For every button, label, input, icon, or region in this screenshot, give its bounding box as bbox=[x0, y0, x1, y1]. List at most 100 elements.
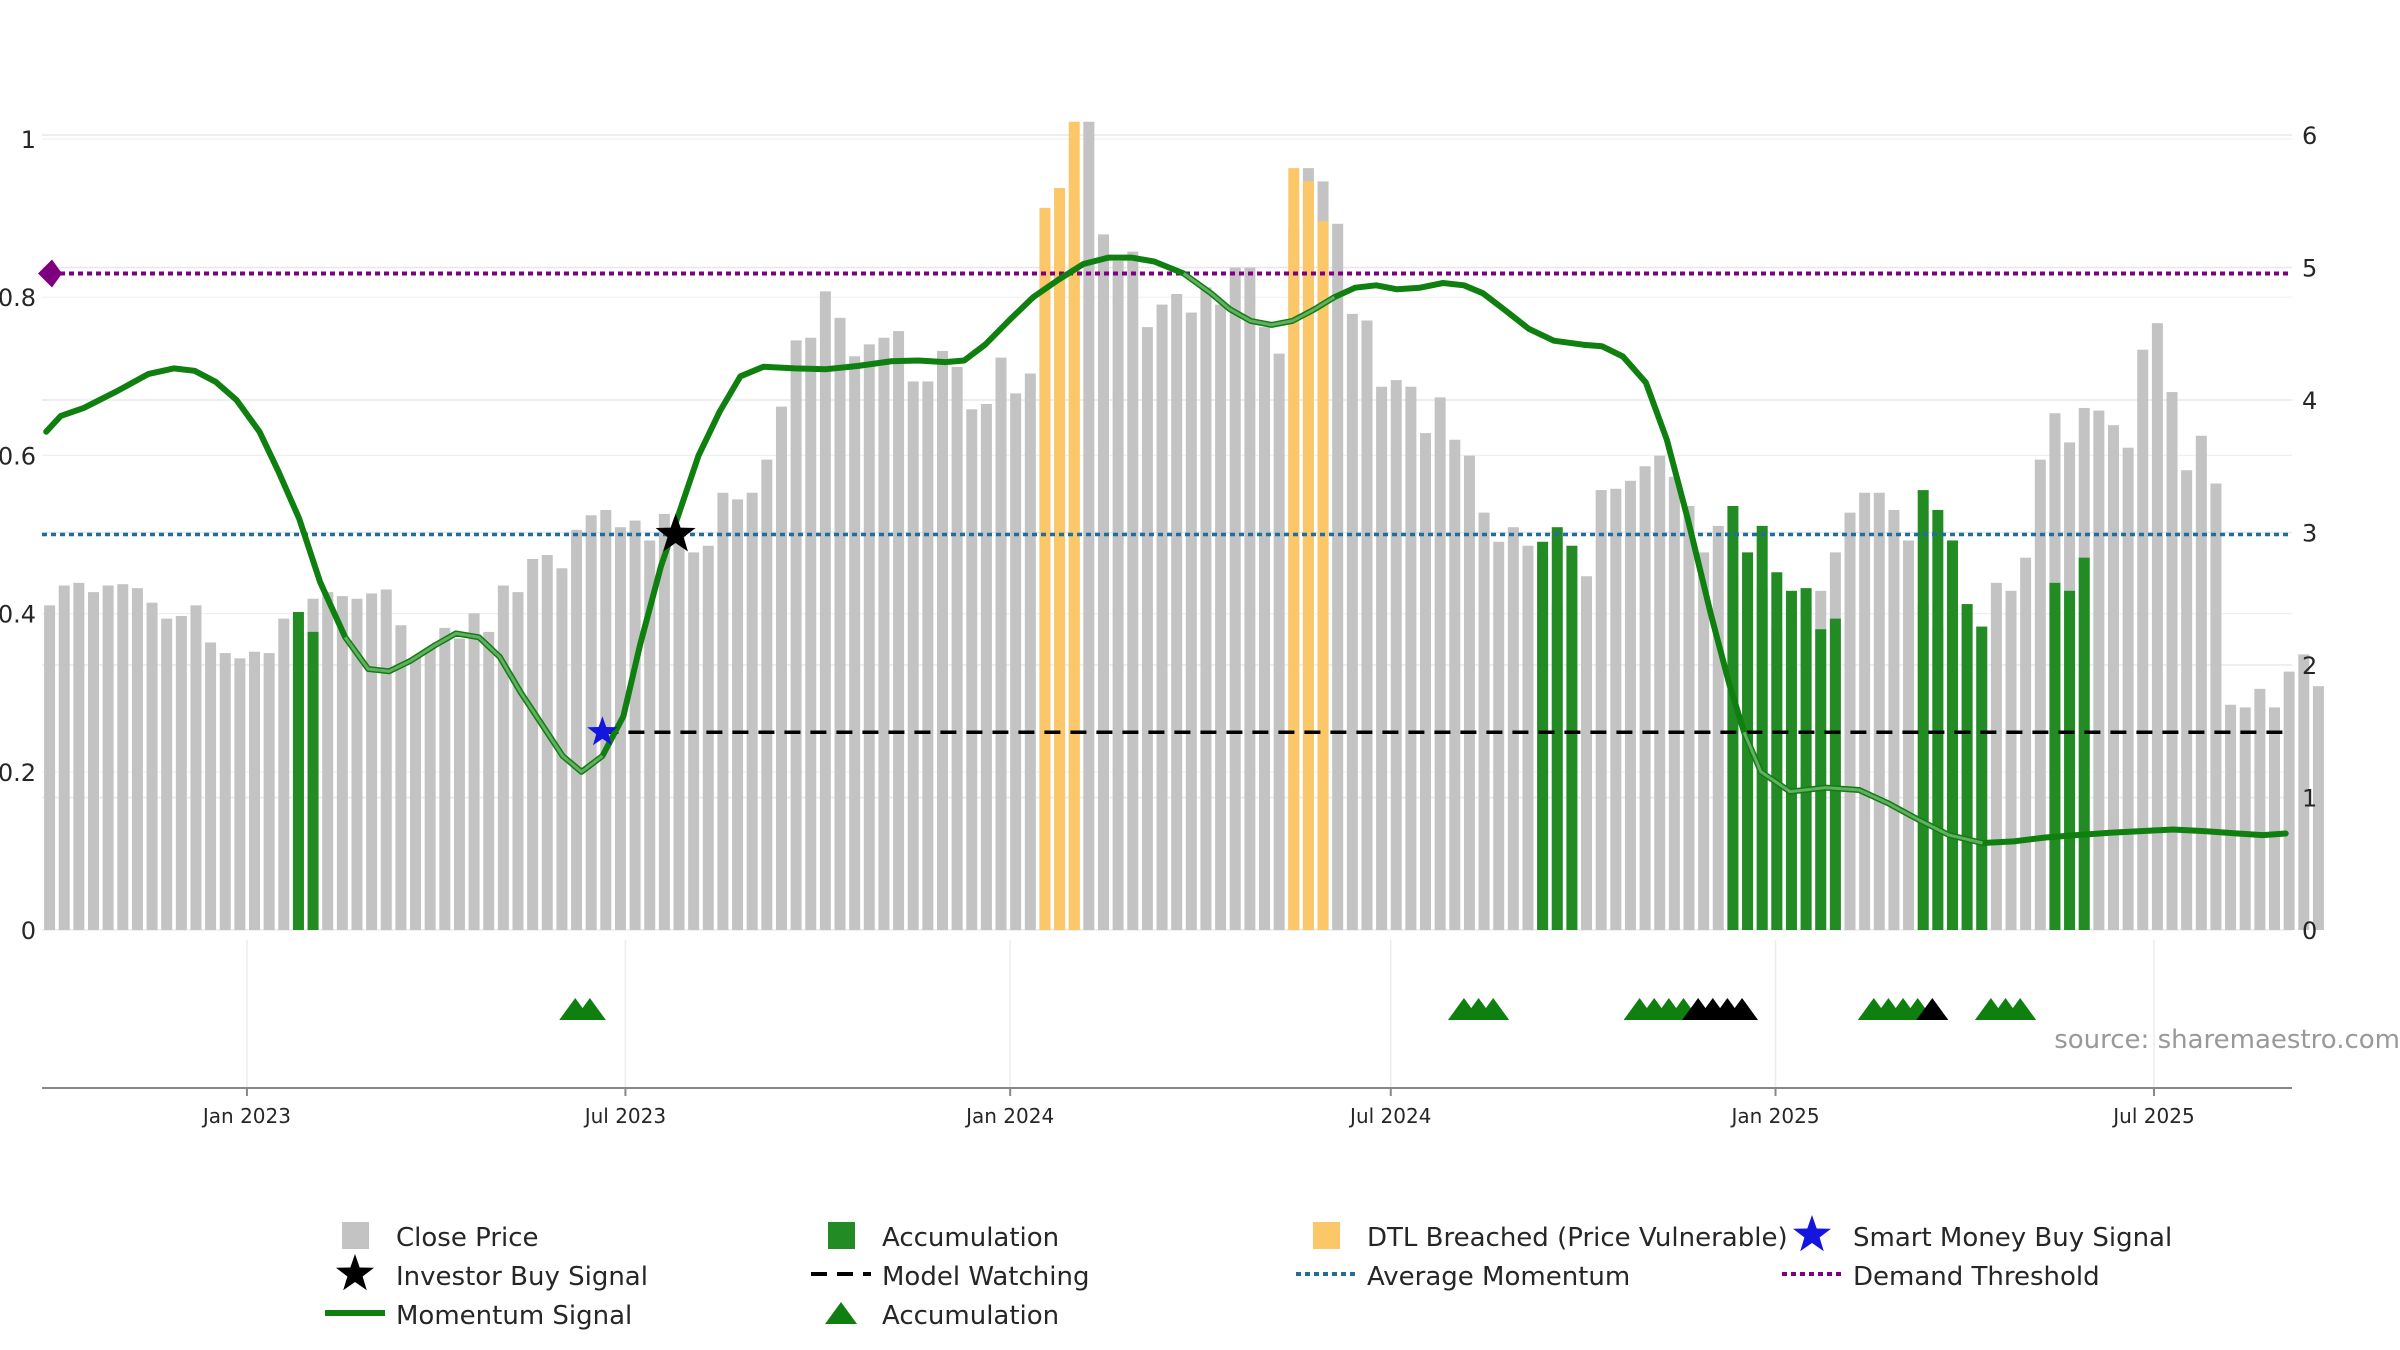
close-price-bar bbox=[1990, 582, 2002, 930]
legend-item-accum_bar: Accumulation bbox=[828, 1222, 1059, 1253]
close-price-bar bbox=[1346, 313, 1358, 930]
close-price-bar bbox=[2283, 671, 2295, 930]
close-price-bar bbox=[497, 585, 509, 930]
close-price-bar bbox=[2298, 654, 2310, 930]
left-tick-label: 0.4 bbox=[0, 601, 36, 629]
close-price-bar bbox=[1712, 525, 1724, 930]
close-price-bar bbox=[1200, 287, 1212, 930]
close-price-bar bbox=[673, 536, 685, 930]
right-tick-label: 3 bbox=[2302, 520, 2317, 548]
close-price-bar bbox=[439, 627, 451, 930]
close-price-bar bbox=[410, 657, 422, 930]
close-price-bar bbox=[1156, 304, 1168, 931]
close-price-bar bbox=[336, 596, 348, 930]
momentum-faded-segment bbox=[343, 631, 604, 774]
close-price-bar bbox=[1668, 476, 1680, 930]
close-price-bar bbox=[380, 589, 392, 930]
close-price-bar bbox=[805, 337, 817, 931]
accumulation-bar bbox=[1756, 525, 1768, 930]
left-tick-label: 1 bbox=[21, 126, 36, 154]
x-tick-label: Jul 2025 bbox=[2111, 1104, 2194, 1128]
close-price-bar bbox=[2312, 686, 2324, 930]
legend-star-investor bbox=[336, 1254, 374, 1291]
close-price-bar bbox=[1888, 509, 1900, 930]
close-price-bar bbox=[2254, 688, 2266, 930]
close-price-bar bbox=[658, 513, 670, 930]
close-price-bar bbox=[2034, 459, 2046, 930]
close-price-bar bbox=[1024, 373, 1036, 930]
close-price-bar bbox=[1478, 512, 1490, 930]
legend-label: Momentum Signal bbox=[396, 1301, 632, 1331]
source-credit: source: sharemaestro.com bbox=[2054, 1025, 2400, 1055]
close-price-bar bbox=[907, 381, 919, 930]
close-price-bar bbox=[614, 527, 626, 930]
close-price-bar bbox=[2268, 707, 2280, 930]
legend-item-accum_marker: Accumulation bbox=[825, 1301, 1059, 1331]
close-price-bar bbox=[1463, 455, 1475, 930]
investor-buy-star bbox=[655, 513, 696, 552]
close-price-bar bbox=[1859, 492, 1871, 930]
accumulation-bar bbox=[1829, 618, 1841, 930]
close-price-bar bbox=[1244, 267, 1256, 930]
price-bars bbox=[44, 121, 2324, 931]
accumulation-bar bbox=[292, 612, 304, 930]
close-price-bar bbox=[585, 515, 597, 930]
close-price-bar bbox=[527, 559, 539, 930]
close-price-bar bbox=[1127, 251, 1139, 931]
close-price-bar bbox=[58, 585, 70, 930]
close-price-bar bbox=[1873, 492, 1885, 930]
close-price-bar bbox=[849, 356, 861, 930]
accumulation-bar bbox=[1771, 572, 1783, 930]
close-price-bar bbox=[863, 344, 875, 931]
right-tick-label: 6 bbox=[2302, 122, 2317, 150]
close-price-bar bbox=[2093, 410, 2105, 931]
close-price-bar bbox=[995, 357, 1007, 931]
close-price-bar bbox=[746, 492, 758, 930]
accumulation-bar bbox=[1976, 626, 1988, 930]
legend-label: Model Watching bbox=[882, 1262, 1089, 1292]
close-price-bar bbox=[556, 568, 568, 930]
close-price-bar bbox=[73, 582, 85, 930]
left-tick-label: 0.6 bbox=[0, 442, 36, 470]
close-price-bar bbox=[102, 585, 114, 930]
momentum-faded-segment bbox=[1182, 272, 1336, 327]
legend-triangle-accumulation bbox=[825, 1302, 857, 1324]
accumulation-bar bbox=[1932, 509, 1944, 930]
close-price-bar bbox=[1610, 488, 1622, 930]
close-price-bar bbox=[2239, 707, 2251, 930]
close-price-bar bbox=[1097, 234, 1109, 930]
x-tick-label: Jul 2024 bbox=[1348, 1104, 1431, 1128]
accumulation-marker-triangle bbox=[1477, 998, 1510, 1020]
right-tick-label: 0 bbox=[2302, 917, 2317, 945]
legend-label: Smart Money Buy Signal bbox=[1853, 1223, 2172, 1253]
reference-lines bbox=[38, 259, 2292, 734]
close-price-bar bbox=[1171, 294, 1183, 930]
close-price-bar bbox=[453, 638, 465, 930]
close-price-bar bbox=[1903, 540, 1915, 930]
close-price-bar bbox=[468, 613, 480, 930]
axes: 0 0.2 0.4 0.6 0.8 1 0 1 2 3 4 5 6 Jan 2023 Jul 2023 Jan… bbox=[0, 122, 2317, 1128]
close-price-bar bbox=[1390, 380, 1402, 930]
accumulation-bar bbox=[1815, 629, 1827, 930]
close-price-bar bbox=[1654, 455, 1666, 930]
x-tick-label: Jan 2023 bbox=[201, 1104, 291, 1128]
dtl-breached-bar bbox=[1288, 168, 1300, 930]
close-price-bar bbox=[1112, 260, 1124, 930]
accumulation-bar bbox=[1727, 506, 1739, 930]
close-price-bar bbox=[278, 618, 290, 930]
close-price-bar bbox=[644, 540, 656, 930]
accumulation-bar bbox=[1800, 588, 1812, 930]
investor-marker-triangle bbox=[1916, 998, 1949, 1020]
legend-label: Accumulation bbox=[882, 1223, 1059, 1253]
right-tick-label: 2 bbox=[2302, 652, 2317, 680]
legend-item-close: Close Price bbox=[342, 1222, 539, 1253]
accumulation-bar bbox=[1946, 540, 1958, 930]
legend-label: Demand Threshold bbox=[1853, 1262, 2100, 1292]
legend: Close Price Accumulation DTL Breached (Pri… bbox=[325, 1215, 2172, 1331]
close-price-bar bbox=[2225, 704, 2237, 930]
close-price-bar bbox=[234, 658, 246, 930]
dtl-breached-bar bbox=[1068, 121, 1080, 930]
close-price-bar bbox=[834, 317, 846, 931]
close-price-bar bbox=[1185, 312, 1197, 930]
close-price-bar bbox=[702, 545, 714, 930]
